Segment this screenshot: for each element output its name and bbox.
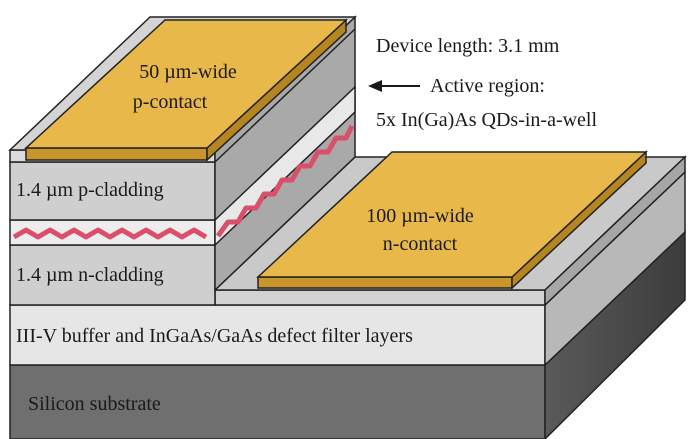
n-contact	[256, 150, 648, 290]
active-region-label: Active region:	[430, 75, 545, 97]
buffer-layer-label: III-V buffer and InGaAs/GaAs defect filt…	[16, 325, 413, 347]
n-slab-front-strip	[214, 289, 546, 306]
quantum-dot-zigzag-front	[12, 227, 208, 240]
silicon-substrate	[9, 230, 686, 439]
quantum-dot-zigzag-side	[215, 124, 355, 238]
n-contact-top	[256, 151, 648, 278]
device-length-label: Device length: 3.1 mm	[376, 35, 560, 57]
p-contact-top	[24, 19, 348, 149]
p-contact-width-label: 50 µm-wide	[139, 61, 237, 83]
active-region-detail-label: 5x In(Ga)As QDs-in-a-well	[376, 109, 597, 131]
n-contact-front-edge	[257, 276, 513, 289]
n-slab-side-strip	[544, 155, 686, 307]
substrate-label: Silicon substrate	[28, 393, 161, 415]
n-cladding-label: 1.4 µm n-cladding	[16, 264, 164, 286]
p-contact-label: p-contact	[133, 91, 208, 113]
active-region-arrow	[368, 80, 420, 92]
p-cladding-label: 1.4 µm p-cladding	[16, 179, 164, 201]
active-region-front	[9, 219, 216, 246]
p-contact	[24, 18, 348, 162]
n-contact-label: n-contact	[383, 233, 458, 255]
n-contact-width-label: 100 µm-wide	[366, 205, 474, 227]
p-contact-front-edge	[25, 147, 208, 161]
